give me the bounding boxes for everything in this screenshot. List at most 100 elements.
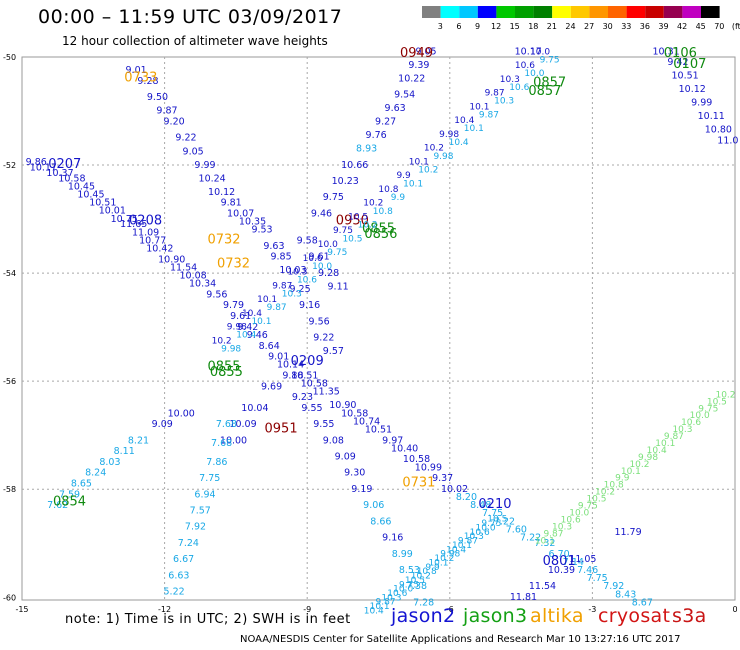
track-value: 10.4 (242, 309, 262, 319)
wave-height-value: 10.14 (277, 360, 304, 371)
wave-height-value: 9.81 (221, 198, 242, 209)
track-value: 10.6 (297, 276, 317, 286)
colorbar-label: 30 (603, 22, 613, 31)
track-value: 10.2 (629, 460, 649, 470)
wave-height-value: 9.79 (223, 300, 244, 311)
wave-height-value: 7.24 (178, 538, 199, 549)
wave-height-value: 10.17 (30, 162, 57, 173)
wave-height-value: 9.55 (301, 403, 322, 414)
wave-height-value: 9.42 (237, 322, 258, 333)
track-value: 10.2 (715, 390, 735, 400)
wave-height-value: 10.24 (199, 173, 226, 184)
wave-height-value: 7.14 (563, 557, 584, 568)
pass-time-label: 0855 (362, 222, 395, 237)
colorbar-label: 70 (714, 22, 724, 31)
wave-height-value: 9.85 (270, 252, 291, 263)
wave-height-value: 10.90 (329, 400, 356, 411)
track-value: 9.98 (433, 152, 453, 162)
wave-height-value: 7.60 (506, 524, 527, 535)
track-value: 9.9 (615, 474, 630, 484)
colorbar-label: 6 (456, 22, 461, 31)
wave-height-value: 11.65 (120, 219, 147, 230)
track-value: 10.3 (282, 289, 302, 299)
wave-height-value: 9.46 (311, 208, 332, 219)
map-grid (21, 56, 736, 601)
track-value: 9.87 (485, 89, 505, 99)
track-value: 10.5 (405, 576, 425, 586)
pass-time-label: 0857 (528, 84, 561, 99)
track-value: 10.8 (604, 481, 624, 491)
lon-tick-label: -15 (15, 605, 28, 614)
wave-height-value: 9.30 (344, 468, 365, 479)
colorbar-swatch (440, 6, 460, 18)
colorbar-label: 18 (528, 22, 538, 31)
wave-height-value: 9.22 (313, 333, 334, 344)
wave-height-value: 7.92 (185, 522, 206, 533)
wave-height-value: 7.75 (199, 473, 220, 484)
lat-tick-label: -58 (3, 485, 16, 494)
page-title: 00:00 – 11:59 UTC 03/09/2017 (38, 6, 343, 28)
wave-height-value: 11.81 (510, 592, 537, 603)
colorbar-swatch (459, 6, 478, 18)
wave-height-value: 7.22 (520, 533, 541, 544)
colorbar-swatch (570, 6, 590, 18)
track-value: 10.5 (586, 495, 606, 505)
wave-height-value: 10.17 (515, 46, 542, 57)
wave-height-value: 9.42 (667, 57, 688, 68)
wave-height-value: 11.54 (170, 262, 197, 273)
track-value: 9.75 (578, 502, 598, 512)
track-value: 10.3 (381, 593, 401, 603)
track-value: 10.3 (672, 425, 692, 435)
wave-height-value: 10.51 (671, 71, 698, 82)
track-value: 10.5 (342, 234, 362, 244)
colorbar-label: 3 (438, 22, 443, 31)
lat-tick-label: -54 (3, 269, 16, 278)
wave-height-value: 6.67 (173, 554, 194, 565)
wave-height-value: 9.25 (289, 284, 310, 295)
axis-labels: -50 -52 -54 -56 -58 -60 -15 -12 -9 -6 -3 0 (3, 53, 738, 614)
track-value: 10.8 (417, 567, 437, 577)
track-value: 10.1 (464, 124, 484, 134)
wave-height-value: 10.01 (99, 206, 126, 217)
wave-height-value: 7.38 (406, 581, 427, 592)
track-value: 9.98 (638, 453, 658, 463)
colorbar-label: 39 (658, 22, 668, 31)
track-value: 9.87 (375, 598, 395, 608)
lon-tick-label: -12 (158, 605, 171, 614)
track-value: 9.9 (396, 171, 411, 181)
track-value: 10.0 (690, 411, 710, 421)
colorbar-swatch (626, 6, 646, 18)
colorbar-swatch (422, 6, 441, 18)
track-value: 10.4 (647, 446, 667, 456)
wave-height-value: 10.31 (652, 46, 679, 57)
track-value: 10.3 (500, 75, 520, 85)
wave-height-value: 11.35 (313, 387, 340, 398)
pass-time-label: 0731 (402, 476, 435, 491)
wave-height-value: 9.56 (206, 289, 227, 300)
track-value: 10.1 (257, 295, 277, 305)
legend-jason2: jason2 (391, 605, 456, 627)
pass-time-label: 0209 (291, 354, 324, 369)
wave-height-value: 8.03 (99, 457, 120, 468)
wave-height-value: 8.48 (470, 500, 491, 511)
track-value: 10.1 (469, 102, 489, 112)
track-value: 9.75 (540, 55, 560, 65)
colorbar-label: 15 (510, 22, 520, 31)
track-value: 10.6 (515, 61, 535, 71)
wave-height-value: 9.11 (328, 281, 349, 292)
wave-height-value: 10.11 (698, 111, 725, 122)
page-subtitle: 12 hour collection of altimeter wave hei… (62, 34, 328, 48)
wave-height-value: 9.69 (261, 381, 282, 392)
wave-height-value: 8.93 (356, 144, 377, 155)
colorbar-swatch (477, 6, 497, 18)
wave-height-value: 9.61 (230, 311, 251, 322)
wave-height-value: 9.09 (335, 452, 356, 463)
track-value: 9.75 (399, 580, 419, 590)
map-frame (21, 56, 736, 601)
track-value: 10.8 (373, 207, 393, 217)
wave-height-value: 10.51 (89, 198, 116, 209)
wave-height-value: 10.39 (548, 565, 575, 576)
pass-time-label: 0733 (124, 70, 157, 85)
colorbar-swatch (552, 6, 571, 18)
wave-height-value: 7.32 (534, 538, 555, 549)
